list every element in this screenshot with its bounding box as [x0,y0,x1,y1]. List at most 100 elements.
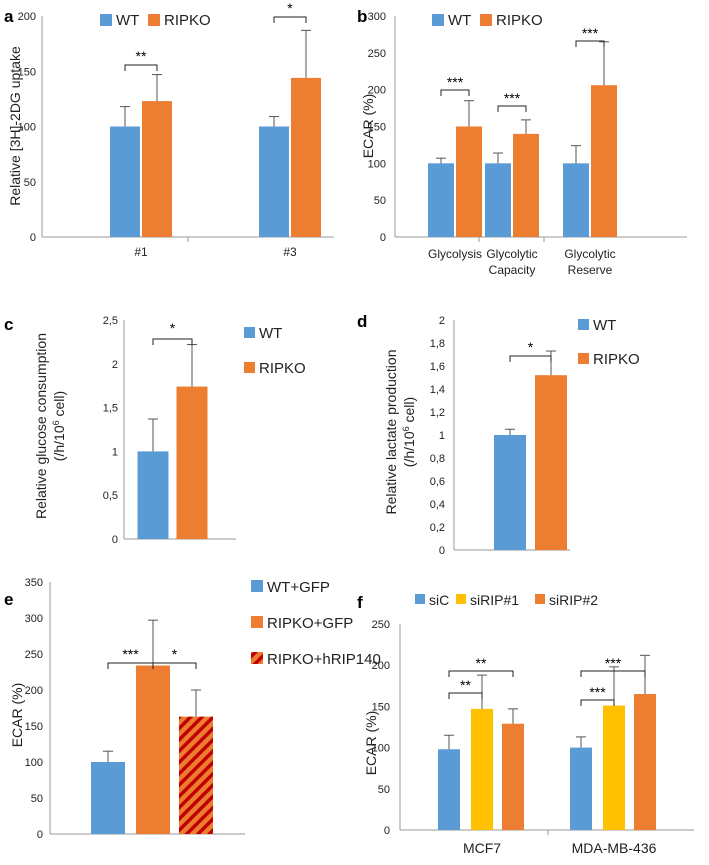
legend-swatch-wt [432,14,444,26]
legend-label: WT [259,325,282,342]
y-tick-label: 100 [368,158,386,170]
legend-swatch-wt [578,319,589,330]
y-tick-label: 2 [112,359,118,371]
significance-bracket [580,670,646,677]
legend-label: RIPKO [259,360,306,377]
legend-swatch-sic [415,594,425,604]
y-tick-label: 0,2 [430,522,445,534]
legend-label: RIPKO [496,12,543,29]
legend-swatch-ripko-gfp [251,616,263,628]
significance-label: * [172,646,178,662]
panel-label-c: c [4,315,13,334]
y-tick-label: 2 [439,315,445,327]
significance-label: *** [504,90,521,106]
x-tick-label: Capacity [489,263,536,277]
significance-label: * [528,339,534,355]
bar-ripko [142,101,172,238]
y-tick-label: 100 [25,757,43,769]
legend-swatch-wt-gfp [251,580,263,592]
significance-bracket [580,699,615,706]
x-tick-label: Glycolysis [428,247,482,261]
significance-bracket [124,64,158,71]
y-tick-label: 50 [31,793,43,805]
y-tick-label: 250 [372,619,390,631]
bar-ripko [291,77,321,237]
significance-bracket [152,338,193,345]
y-axis-label: Relative [3H]-2DG uptake [7,46,23,206]
y-tick-label: 50 [378,784,390,796]
y-tick-label: 150 [25,721,43,733]
legend-label: RIPKO [593,351,640,368]
x-tick-label: MDA-MB-436 [572,840,657,856]
bar-sirip-1 [471,708,493,830]
significance-label: * [170,320,176,336]
significance-label: *** [589,684,606,700]
bar-ripko [591,85,617,237]
legend-label: siC [429,592,449,608]
y-tick-label: 250 [25,649,43,661]
legend-label: WT+GFP [267,579,330,596]
chart-panel-a: Relative [3H]-2DG uptake 0 50 100 150 200 ** #… [7,0,334,259]
chart-panel-d: Relative lactate production (/h/106 cell… [383,315,640,557]
y-axis-label-unit-post: cell) [401,397,417,427]
y-axis-label-unit-sup: 6 [51,420,61,425]
y-tick-label: 0,5 [103,490,118,502]
legend-swatch-wt [244,327,255,338]
y-tick-label: 350 [25,577,43,589]
legend-label: RIPKO+GFP [267,615,353,632]
y-tick-label: 0 [384,825,390,837]
chart-panel-b: ECAR (%) 0 50 100 150 200 250 300 *** Glycolysis… [360,11,687,277]
y-tick-label: 1,5 [103,403,118,415]
y-tick-label: 1,2 [430,407,445,419]
y-axis-label: ECAR (%) [363,711,379,776]
significance-label: ** [136,48,147,64]
y-tick-label: 0 [112,534,118,546]
significance-label: *** [582,25,599,41]
legend-label: RIPKO [164,12,211,29]
panel-label-d: d [357,312,367,331]
legend-label: RIPKO+hRIP140 [267,651,381,668]
y-tick-label: 1 [112,446,118,458]
bar-ripko-gfp [136,665,170,834]
bar-sirip-1 [603,705,625,830]
y-tick-label: 0,4 [430,499,445,511]
bar-wt [259,126,289,237]
bar-ripko [176,386,208,539]
x-tick-label: Glycolytic [486,247,537,261]
bar-ripko-hrip140 [179,716,213,834]
legend-swatch-ripko [148,14,160,26]
bar-wt [563,163,589,237]
y-tick-label: 250 [368,48,386,60]
legend-swatch-ripko [578,353,589,364]
significance-bracket [273,16,307,23]
bar-ripko [535,375,567,550]
y-tick-label: 0,8 [430,453,445,465]
significance-bracket [497,105,527,112]
x-tick-label: MCF7 [463,840,501,856]
legend-swatch-ripko [480,14,492,26]
y-axis-label: ECAR (%) [9,683,25,748]
bar-wt [485,163,511,237]
legend-swatch-sirip-2 [535,594,545,604]
bar-sirip-2 [502,723,524,830]
x-tick-label: #3 [283,245,297,259]
y-tick-label: 200 [25,685,43,697]
y-tick-label: 200 [368,85,386,97]
legend-label: siRIP#1 [470,592,519,608]
legend-swatch-ripko-hrip140 [251,652,263,664]
y-tick-label: 0 [37,829,43,841]
y-tick-label: 100 [18,122,36,134]
significance-label: ** [460,677,471,693]
y-tick-label: 1,8 [430,338,445,350]
y-tick-label: 0,6 [430,476,445,488]
y-tick-label: 150 [372,701,390,713]
y-tick-label: 150 [18,66,36,78]
bar-wt [428,163,454,237]
bar-sic [438,749,460,830]
y-axis-label-unit-sup: 6 [401,426,411,431]
bar-ripko [456,126,482,237]
significance-bracket [575,40,605,47]
y-axis-label-unit-pre: (/h/10 [401,431,417,467]
